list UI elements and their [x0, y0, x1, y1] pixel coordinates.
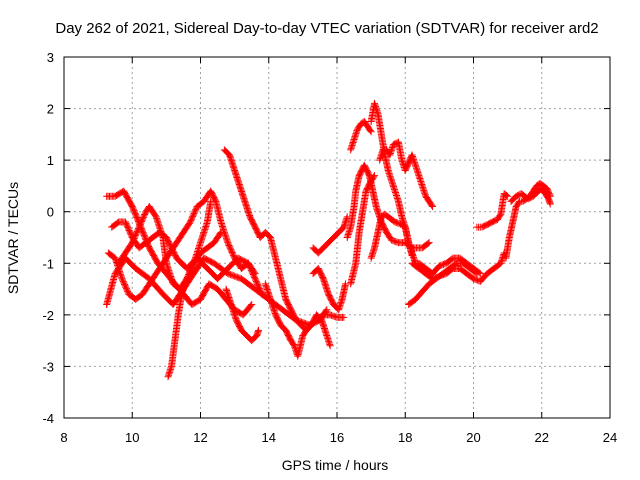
data-point: [326, 342, 334, 350]
data-point: [546, 200, 554, 208]
data-point: [370, 173, 378, 181]
data-point: [473, 270, 481, 278]
y-tick-label: 3: [47, 50, 54, 65]
series-track-4: [108, 218, 266, 298]
data-point: [371, 172, 379, 180]
series-track-6: [164, 228, 225, 381]
x-tick-label: 12: [193, 430, 207, 445]
y-tick-label: -2: [42, 308, 54, 323]
y-tick-label: 1: [47, 153, 54, 168]
x-tick-label: 22: [535, 430, 549, 445]
series-track-22: [507, 185, 554, 208]
series-track-11: [309, 264, 350, 314]
y-tick-label: -4: [42, 411, 54, 426]
y-tick-label: 2: [47, 102, 54, 117]
series-track-14: [347, 117, 375, 154]
x-tick-label: 10: [125, 430, 139, 445]
series-track-19: [408, 249, 508, 285]
data-point: [429, 203, 437, 211]
y-axis-label: SDTVAR / TECUs: [5, 182, 21, 294]
series-track-8: [222, 285, 263, 345]
data-point: [424, 240, 432, 248]
data-point: [366, 126, 374, 134]
x-axis-label: GPS time / hours: [282, 457, 389, 473]
data-point: [207, 197, 215, 205]
data-marks: [103, 99, 554, 381]
data-point: [408, 252, 416, 260]
data-point: [472, 269, 480, 277]
series-track-16: [367, 210, 416, 262]
chart-title: Day 262 of 2021, Sidereal Day-to-day VTE…: [55, 20, 598, 37]
data-point: [502, 191, 510, 199]
x-tick-label: 18: [398, 430, 412, 445]
data-point: [216, 230, 224, 238]
data-point: [340, 313, 348, 321]
data-point: [247, 302, 255, 310]
series-track-13: [347, 172, 379, 288]
y-tick-label: -1: [42, 256, 54, 271]
data-point: [257, 289, 265, 297]
series-track-10: [309, 213, 351, 257]
data-point: [217, 228, 225, 236]
series-track-7: [220, 146, 334, 350]
series-track-20: [473, 190, 512, 231]
data-point: [258, 290, 266, 298]
data-point: [367, 128, 375, 136]
data-point: [428, 201, 436, 209]
data-point: [248, 301, 256, 309]
data-point: [504, 192, 512, 200]
data-point: [425, 239, 433, 247]
data-point: [255, 326, 263, 334]
x-tick-label: 14: [262, 430, 276, 445]
x-tick-label: 16: [330, 430, 344, 445]
series-track-9: [261, 280, 348, 360]
y-tick-label: 0: [47, 205, 54, 220]
x-tick-label: 20: [466, 430, 480, 445]
x-tick-label: 8: [60, 430, 67, 445]
series-track-17: [376, 138, 437, 211]
data-point: [323, 306, 331, 314]
y-tick-label: -3: [42, 359, 54, 374]
x-tick-label: 24: [603, 430, 617, 445]
